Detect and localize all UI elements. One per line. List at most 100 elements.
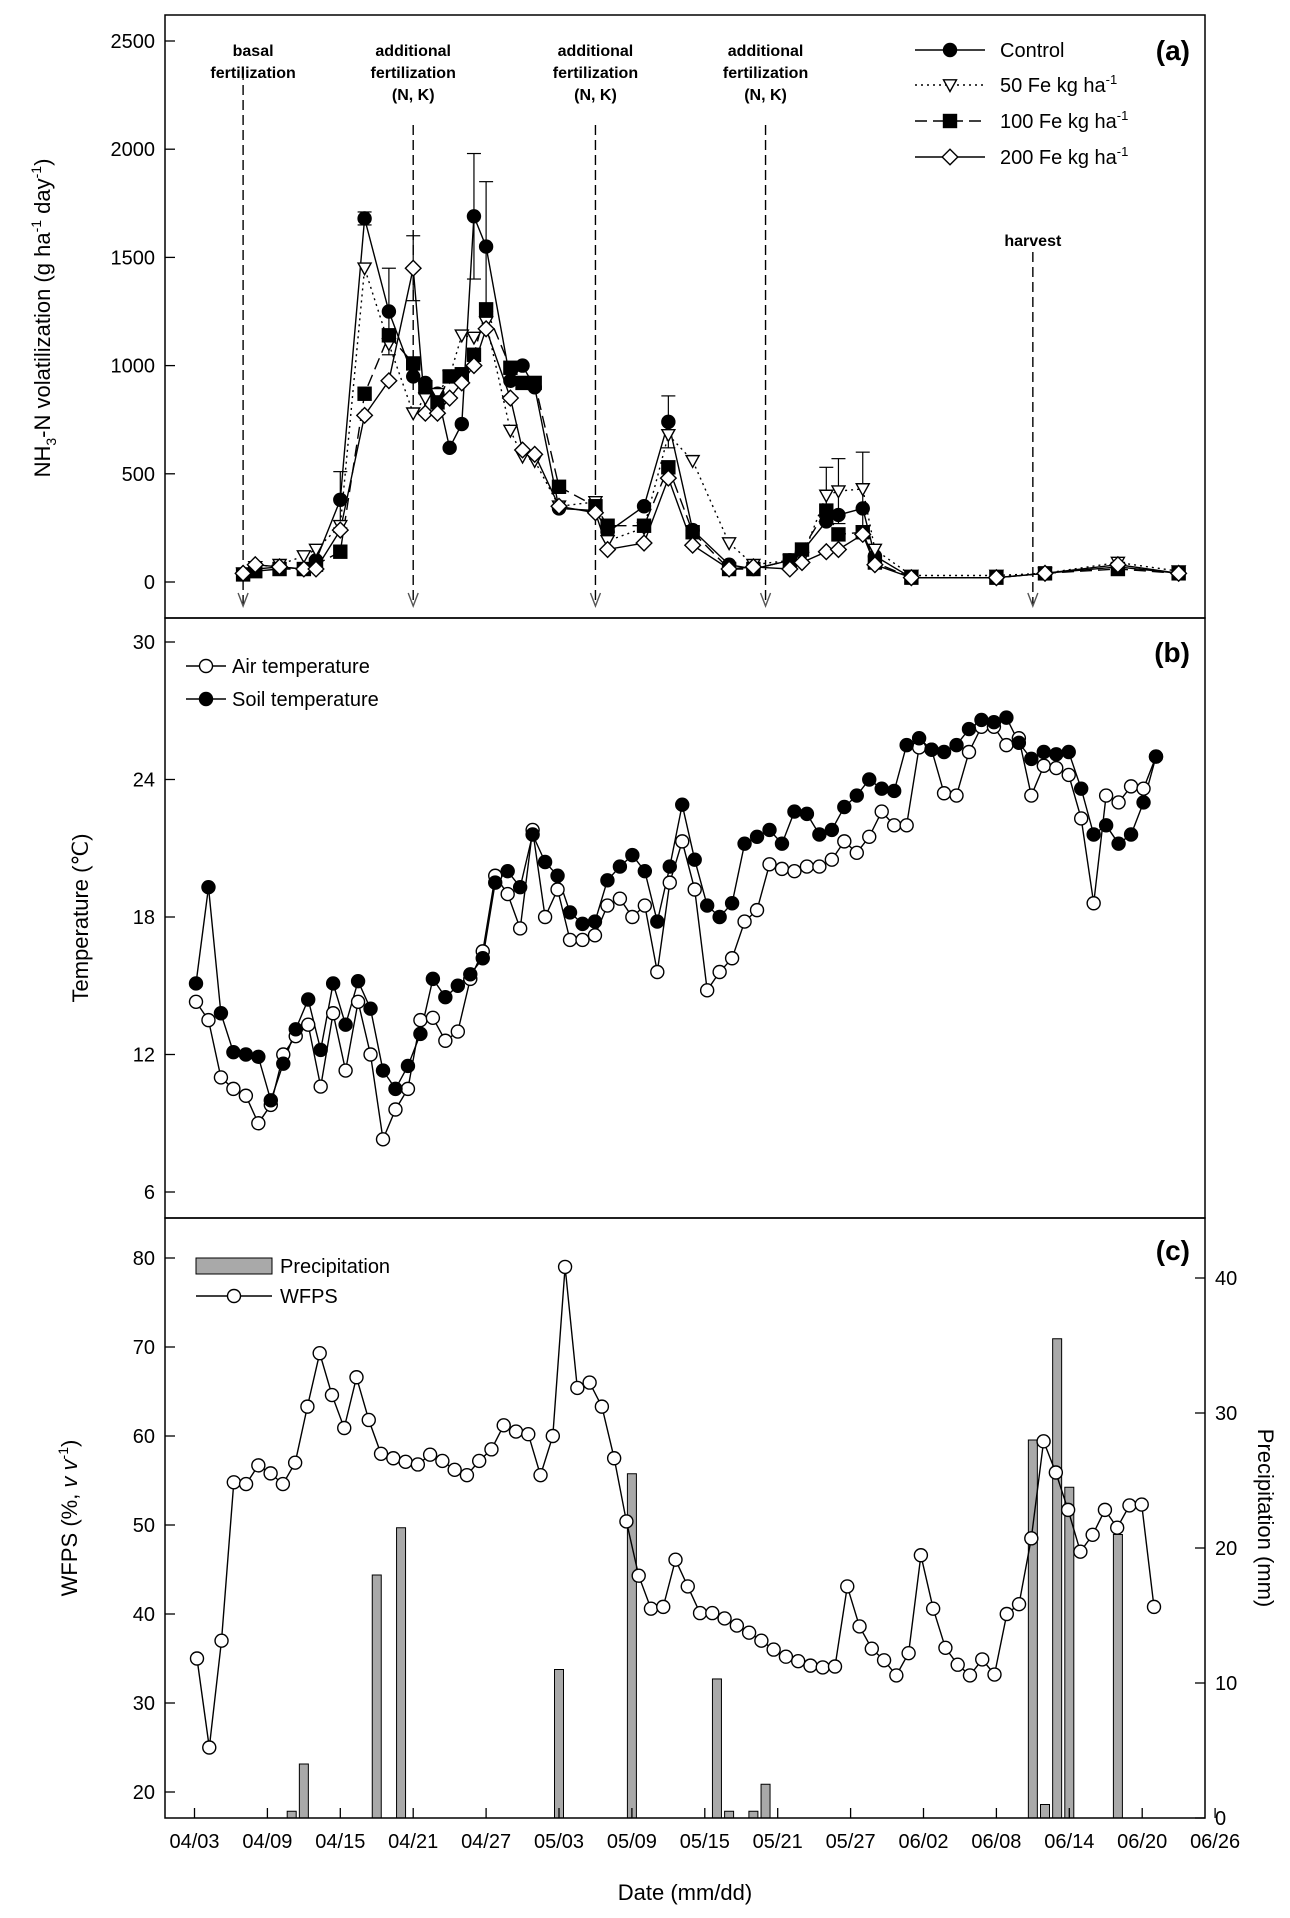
data-point (656, 1599, 671, 1615)
precipitation-bar (760, 1783, 771, 1819)
y-tick-label: 12 (133, 1045, 155, 1067)
data-point (496, 1418, 511, 1433)
data-point (974, 712, 989, 728)
data-point (749, 902, 765, 918)
data-point (1123, 827, 1139, 842)
data-point (189, 1651, 205, 1666)
annotation-text: fertilization (553, 65, 638, 82)
data-point (349, 1370, 364, 1385)
data-point (551, 479, 567, 494)
data-point (521, 1427, 536, 1442)
data-point (331, 521, 350, 539)
data-point (660, 428, 677, 443)
legend-text: 50 Fe kg ha (1000, 75, 1107, 97)
data-point (774, 836, 790, 851)
data-point (442, 440, 457, 456)
data-point (600, 898, 615, 913)
data-point (1136, 795, 1151, 810)
data-point (440, 389, 459, 407)
data-point (636, 499, 652, 514)
data-point (500, 863, 515, 879)
data-point (600, 518, 615, 533)
panel-c-legend: Precipitation WFPS (195, 1256, 390, 1308)
data-point (463, 967, 478, 982)
data-point (1146, 1599, 1162, 1615)
data-point (226, 1045, 241, 1060)
data-point (886, 818, 902, 833)
data-point (587, 928, 603, 943)
data-point (557, 1259, 573, 1275)
data-point (1061, 767, 1076, 783)
data-point (625, 909, 640, 925)
precipitation-bar (286, 1810, 297, 1819)
data-point (612, 891, 628, 906)
data-point (400, 1081, 416, 1097)
data-point (815, 1660, 830, 1675)
x-axis-label: Date (mm/dd) (618, 1880, 752, 1905)
data-point (350, 994, 366, 1009)
data-point (381, 304, 397, 319)
data-point (824, 822, 840, 838)
data-point (501, 389, 520, 407)
data-point (525, 827, 540, 842)
data-point (867, 543, 883, 558)
annotation-arrow (237, 592, 249, 608)
x-tick-label: 04/27 (461, 1831, 511, 1853)
data-point (296, 550, 312, 564)
y-tick-label: 70 (133, 1337, 155, 1359)
panel-a-label: (a) (1156, 35, 1190, 66)
data-point (450, 978, 466, 993)
precipitation-bar (1040, 1804, 1050, 1819)
data-point (855, 501, 870, 516)
annotation-basal: basal fertilization (210, 43, 296, 608)
data-point (418, 380, 433, 395)
data-point (762, 822, 777, 838)
data-point (720, 560, 738, 578)
data-point (749, 829, 765, 844)
data-point (999, 1606, 1014, 1622)
data-point (1136, 781, 1151, 796)
annotation-text: (N, K) (574, 87, 617, 104)
data-point (824, 852, 840, 867)
data-point (503, 360, 518, 375)
data-point (636, 518, 652, 533)
data-point (987, 568, 1006, 587)
data-point (575, 932, 590, 948)
data-point (1049, 747, 1064, 762)
data-point (799, 859, 815, 874)
data-point (975, 1652, 990, 1667)
data-point (500, 886, 515, 902)
data-point (226, 1475, 242, 1490)
y-label-part: -N volatilization (g ha (30, 232, 55, 438)
data-point (295, 560, 313, 578)
data-point (429, 387, 446, 402)
x-tick-label: 04/21 (388, 1831, 438, 1853)
data-point (375, 1132, 391, 1147)
data-point (357, 386, 372, 401)
y-tick-label: 50 (133, 1515, 155, 1537)
data-point (537, 909, 553, 925)
y-tick-label: 30 (133, 1693, 155, 1715)
data-point (737, 914, 752, 929)
data-point (1109, 555, 1127, 574)
data-point (337, 1420, 352, 1436)
data-point (213, 1006, 229, 1021)
data-point (699, 898, 715, 913)
y-tick-label: 30 (133, 632, 155, 654)
data-point (251, 1458, 266, 1473)
x-tick-label: 05/21 (753, 1831, 803, 1853)
annotation-additional: additional fertilization (N, K) (553, 43, 638, 608)
panel-c-left-y-axis-label: WFPS (%, v v-1) (55, 1440, 82, 1597)
panel-a-y-axis-label: NH3-N volatilization (g ha-1 day-1) (28, 159, 59, 478)
data-point (876, 1653, 892, 1668)
data-point (527, 375, 542, 391)
data-point (1036, 564, 1054, 583)
data-point (1036, 1434, 1051, 1449)
annotation-text: harvest (1004, 233, 1062, 250)
data-point (675, 797, 690, 812)
data-point (214, 1633, 229, 1648)
legend-label: Soil temperature (232, 689, 379, 711)
data-point (1134, 1497, 1149, 1512)
data-point (533, 1467, 548, 1483)
data-point (1024, 788, 1039, 803)
